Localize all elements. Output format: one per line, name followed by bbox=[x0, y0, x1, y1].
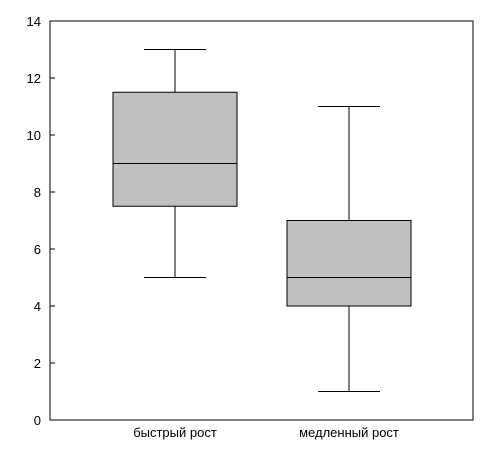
y-axis: 0 2 4 6 8 10 12 14 bbox=[27, 14, 55, 428]
box-1 bbox=[112, 49, 238, 278]
y-tick-label: 4 bbox=[34, 299, 41, 314]
iqr-box bbox=[112, 91, 238, 207]
y-tick-label: 0 bbox=[34, 413, 41, 428]
y-tick-label: 12 bbox=[27, 71, 41, 86]
y-tick-label: 8 bbox=[34, 185, 41, 200]
category-labels: быстрый рост медленный рост bbox=[133, 425, 399, 440]
y-tick-label: 6 bbox=[34, 242, 41, 257]
y-tick-label: 2 bbox=[34, 356, 41, 371]
boxes-group bbox=[112, 49, 412, 392]
iqr-box bbox=[286, 220, 412, 307]
category-label: медленный рост bbox=[299, 425, 399, 440]
y-tick-label: 10 bbox=[27, 128, 41, 143]
box-2 bbox=[286, 106, 412, 392]
y-tick-label: 14 bbox=[27, 14, 41, 29]
category-label: быстрый рост bbox=[133, 425, 217, 440]
